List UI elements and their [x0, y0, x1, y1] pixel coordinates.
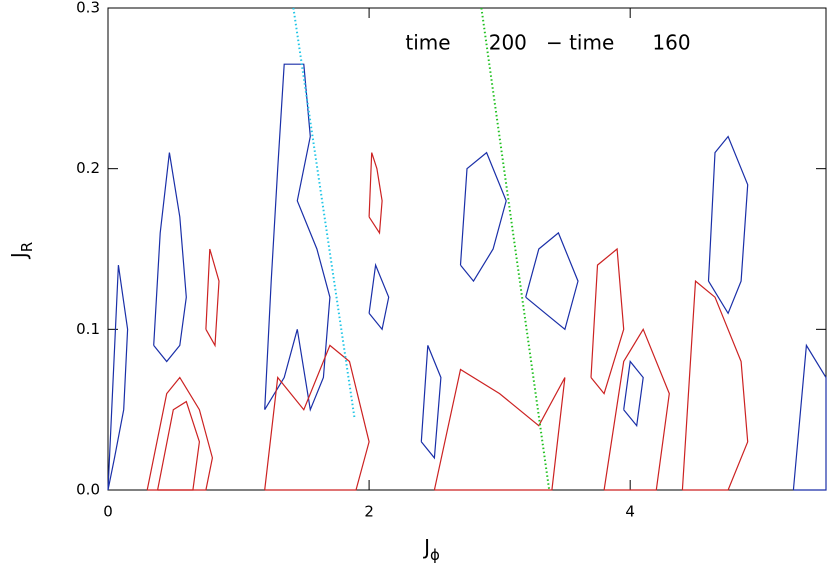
- contour-line: [707, 135, 749, 315]
- contour-line: [681, 279, 749, 491]
- x-label-sub: ϕ: [430, 546, 440, 564]
- contour-line: [368, 152, 383, 235]
- contour-line: [153, 152, 187, 363]
- x-tick-label: 4: [625, 503, 635, 521]
- contour-line: [205, 248, 220, 348]
- y-tick-label: 0.3: [76, 0, 100, 17]
- y-axis-label: JR: [7, 242, 36, 260]
- x-tick-label: 0: [103, 503, 113, 521]
- contour-line: [368, 262, 390, 331]
- contour-line: [264, 344, 370, 491]
- contour-line: [107, 265, 129, 491]
- guide-line: [292, 7, 356, 420]
- contour-line: [623, 360, 644, 428]
- contour-line: [603, 327, 670, 491]
- chart-title: time 200 − time 160: [405, 31, 690, 55]
- contour-line: [264, 63, 331, 412]
- contour-line: [459, 151, 507, 283]
- x-axis-label: Jϕ: [422, 535, 440, 564]
- contour-line: [146, 376, 214, 491]
- contour-line: [420, 345, 442, 460]
- y-tick-label: 0.2: [76, 159, 100, 177]
- y-tick-label: 0.0: [76, 481, 100, 499]
- y-label-sub: R: [18, 242, 36, 252]
- y-tick-label: 0.1: [76, 320, 100, 338]
- contour-line: [157, 400, 201, 491]
- contour-line: [433, 368, 566, 491]
- x-tick-label: 2: [364, 503, 374, 521]
- contour-line: [590, 247, 625, 395]
- x-label-main: J: [422, 535, 430, 559]
- plot-frame: [107, 7, 827, 491]
- contour-line: [792, 343, 827, 491]
- y-label-main: J: [7, 252, 31, 260]
- contour-line: [525, 231, 579, 331]
- guide-line: [480, 7, 551, 491]
